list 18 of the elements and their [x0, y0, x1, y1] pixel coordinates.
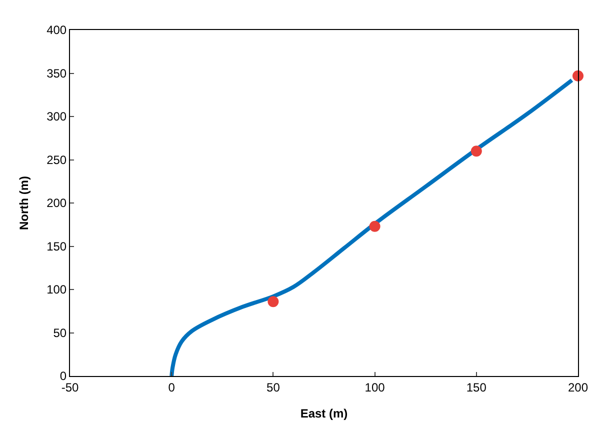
y-tick-label: 350 — [46, 66, 67, 80]
x-tick-label: 0 — [168, 380, 176, 394]
x-tick-label: 150 — [466, 380, 487, 394]
point — [369, 220, 380, 232]
x-axis-title: East (m) — [300, 406, 348, 420]
y-tick-label: 150 — [46, 239, 67, 254]
y-tick-label: 300 — [46, 110, 67, 124]
y-tick-label: 200 — [46, 196, 67, 210]
point — [268, 296, 279, 308]
y-tick-label: 250 — [46, 152, 67, 167]
point — [470, 146, 482, 157]
y-tick-label: 400 — [46, 23, 67, 38]
y-tick-label: 50 — [53, 326, 67, 340]
x-tick-label: 200 — [568, 380, 588, 394]
x-tick-label: 100 — [364, 380, 386, 394]
y-axis-title: North (m) — [16, 176, 31, 230]
y-tick-label: 100 — [46, 282, 67, 297]
x-tick-label: 50 — [266, 380, 280, 394]
